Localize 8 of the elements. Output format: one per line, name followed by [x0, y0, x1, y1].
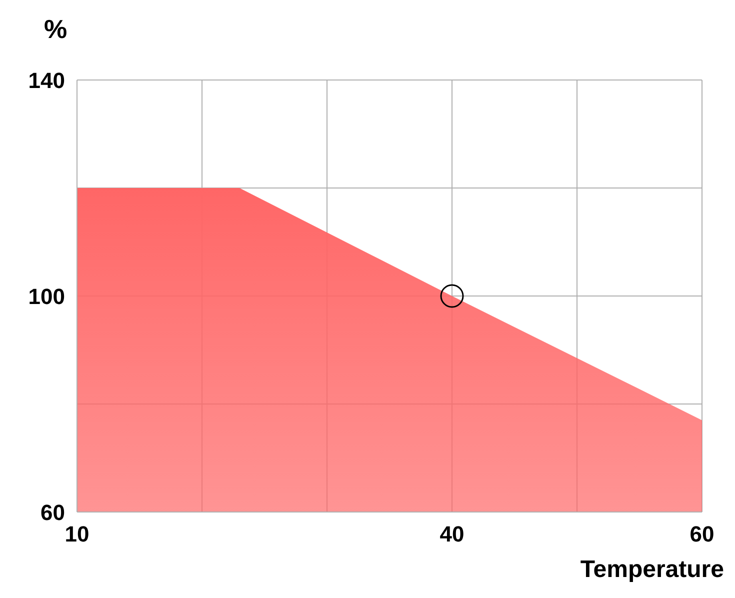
y-tick-label: 140	[28, 68, 65, 93]
x-tick-label: 40	[440, 522, 464, 547]
y-tick-label: 60	[40, 500, 65, 525]
y-tick-label: 100	[28, 284, 65, 309]
x-axis-title: Temperature	[580, 556, 724, 584]
x-tick-label: 60	[690, 522, 714, 547]
y-axis-title: %	[44, 14, 68, 45]
x-tick-label: 10	[64, 522, 90, 547]
